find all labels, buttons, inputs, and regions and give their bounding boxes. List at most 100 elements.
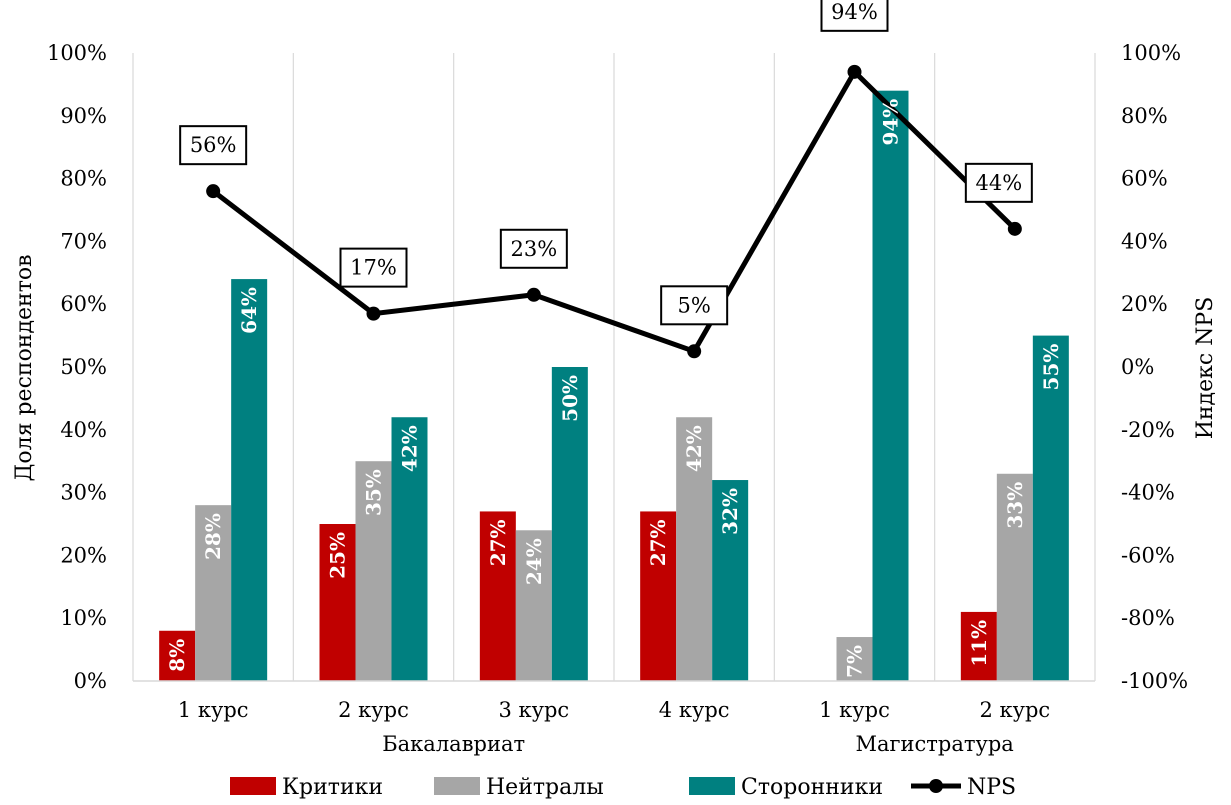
- nps-data-label: 23%: [510, 237, 557, 261]
- nps-line: 56% 17% 23% 5% 94% 44%: [179, 0, 1033, 359]
- x-tick-label: 1 курс: [819, 698, 890, 722]
- nps-label-box: [820, 0, 889, 32]
- y-tick-label: 100%: [47, 41, 107, 65]
- bar: [960, 611, 997, 681]
- bar-data-label: 27%: [486, 519, 510, 566]
- labels: 8% 25% 27% 27% 11% 28% 35% 24% 42% 7% 33% 64% 42% 50%…: [165, 99, 1063, 678]
- bar: [195, 505, 232, 681]
- nps-label-box: [339, 247, 408, 288]
- y2-tick-label: -60%: [1121, 543, 1175, 567]
- nps-data-label: 5%: [678, 293, 711, 317]
- nps-point: [687, 344, 702, 359]
- nps-line-path: [211, 69, 1017, 354]
- y-tick-label: 90%: [60, 104, 107, 128]
- bar-data-label: 64%: [237, 287, 261, 334]
- bar-data-label: 11%: [967, 620, 991, 667]
- y-tick-label: 20%: [60, 543, 107, 567]
- nps-label-box: [499, 228, 568, 269]
- bar-data-label: 33%: [1003, 482, 1027, 529]
- y2-tick-label: -20%: [1121, 418, 1175, 442]
- bars: [159, 90, 1069, 682]
- nps-point: [526, 287, 541, 302]
- legend-label: NPS: [967, 775, 1016, 800]
- bar-data-label: 7%: [843, 645, 867, 678]
- nps-point: [1007, 221, 1022, 236]
- bar-data-label: 35%: [362, 469, 386, 516]
- bar: [355, 461, 392, 681]
- y-tick-label: 70%: [60, 229, 107, 253]
- nps-data-label: 94%: [831, 0, 878, 24]
- bar-data-label: 8%: [165, 639, 189, 672]
- nps-label-box: [964, 162, 1033, 203]
- bar: [479, 511, 516, 681]
- y-tick-label: 30%: [60, 481, 107, 505]
- y-tick-label: 10%: [60, 606, 107, 630]
- x-tick-label: 4 курс: [659, 698, 730, 722]
- bar: [640, 511, 677, 681]
- bar-data-label: 55%: [1039, 344, 1063, 391]
- bar-data-label: 42%: [682, 425, 706, 472]
- bar: [159, 630, 196, 681]
- bar: [996, 473, 1033, 681]
- x-tick-label: 2 курс: [338, 698, 409, 722]
- bar: [391, 417, 428, 681]
- y-tick-label: 40%: [60, 418, 107, 442]
- bar-data-label: 27%: [646, 519, 670, 566]
- nps-point: [366, 306, 381, 321]
- y2-tick-label: 80%: [1121, 104, 1168, 128]
- bar-data-label: 25%: [326, 532, 350, 579]
- bar-data-label: 24%: [522, 538, 546, 585]
- y2-tick-label: 0%: [1121, 355, 1154, 379]
- bar: [836, 637, 873, 681]
- y2-tick-label: 20%: [1121, 292, 1168, 316]
- y2-tick-label: -100%: [1121, 669, 1188, 693]
- y2-tick-label: -40%: [1121, 481, 1175, 505]
- y2-tick-label: 60%: [1121, 167, 1168, 191]
- y-tick-label: 80%: [60, 167, 107, 191]
- legend-swatch: [434, 777, 480, 795]
- nps-data-label: 17%: [350, 256, 397, 280]
- y-tick-label: 0%: [74, 669, 107, 693]
- nps-label-box: [179, 125, 248, 166]
- bar-data-label: 42%: [398, 425, 422, 472]
- y2-tick-label: 100%: [1121, 41, 1181, 65]
- legend-marker: [929, 779, 943, 793]
- grid-lines: [132, 53, 1096, 681]
- bar: [676, 417, 713, 681]
- nps-point: [847, 64, 862, 79]
- y2-tick-label: -80%: [1121, 606, 1175, 630]
- axes: 0% 10% 20% 30% 40% 50% 60% 70% 80% 90% 100% -100% -8…: [47, 41, 1188, 756]
- y2-tick-label: 40%: [1121, 229, 1168, 253]
- legend-swatch: [230, 777, 276, 795]
- bar-data-label: 28%: [201, 513, 225, 560]
- bar-data-label: 50%: [558, 375, 582, 422]
- y2-axis-title: Индекс NPS: [1193, 297, 1218, 440]
- x-tick-label: 3 курс: [498, 698, 569, 722]
- bar: [551, 367, 588, 681]
- bar: [872, 90, 909, 682]
- x-tick-label: 1 курс: [178, 698, 249, 722]
- legend-label: Нейтралы: [486, 775, 604, 800]
- bar: [1032, 335, 1069, 681]
- bar-data-label: 94%: [879, 99, 903, 146]
- y-axis-title: Доля респондентов: [12, 254, 37, 481]
- y-tick-label: 50%: [60, 355, 107, 379]
- nps-label-box: [660, 285, 729, 326]
- nps-data-label: 44%: [975, 171, 1022, 195]
- x-group-label: Бакалавриат: [382, 732, 525, 756]
- legend-label: Критики: [282, 775, 383, 800]
- bar: [515, 530, 552, 681]
- nps-data-label: 56%: [190, 133, 237, 157]
- legend-label: Сторонники: [741, 775, 883, 800]
- nps-point: [206, 184, 221, 199]
- legend-swatch: [689, 777, 735, 795]
- bar: [712, 480, 749, 681]
- bar: [231, 279, 268, 681]
- bar: [319, 524, 356, 681]
- legend: Критики Нейтралы Сторонники NPS: [230, 775, 1016, 800]
- bar-data-label: 32%: [718, 488, 742, 535]
- x-tick-label: 2 курс: [979, 698, 1050, 722]
- y-tick-label: 60%: [60, 292, 107, 316]
- x-group-label: Магистратура: [856, 732, 1014, 756]
